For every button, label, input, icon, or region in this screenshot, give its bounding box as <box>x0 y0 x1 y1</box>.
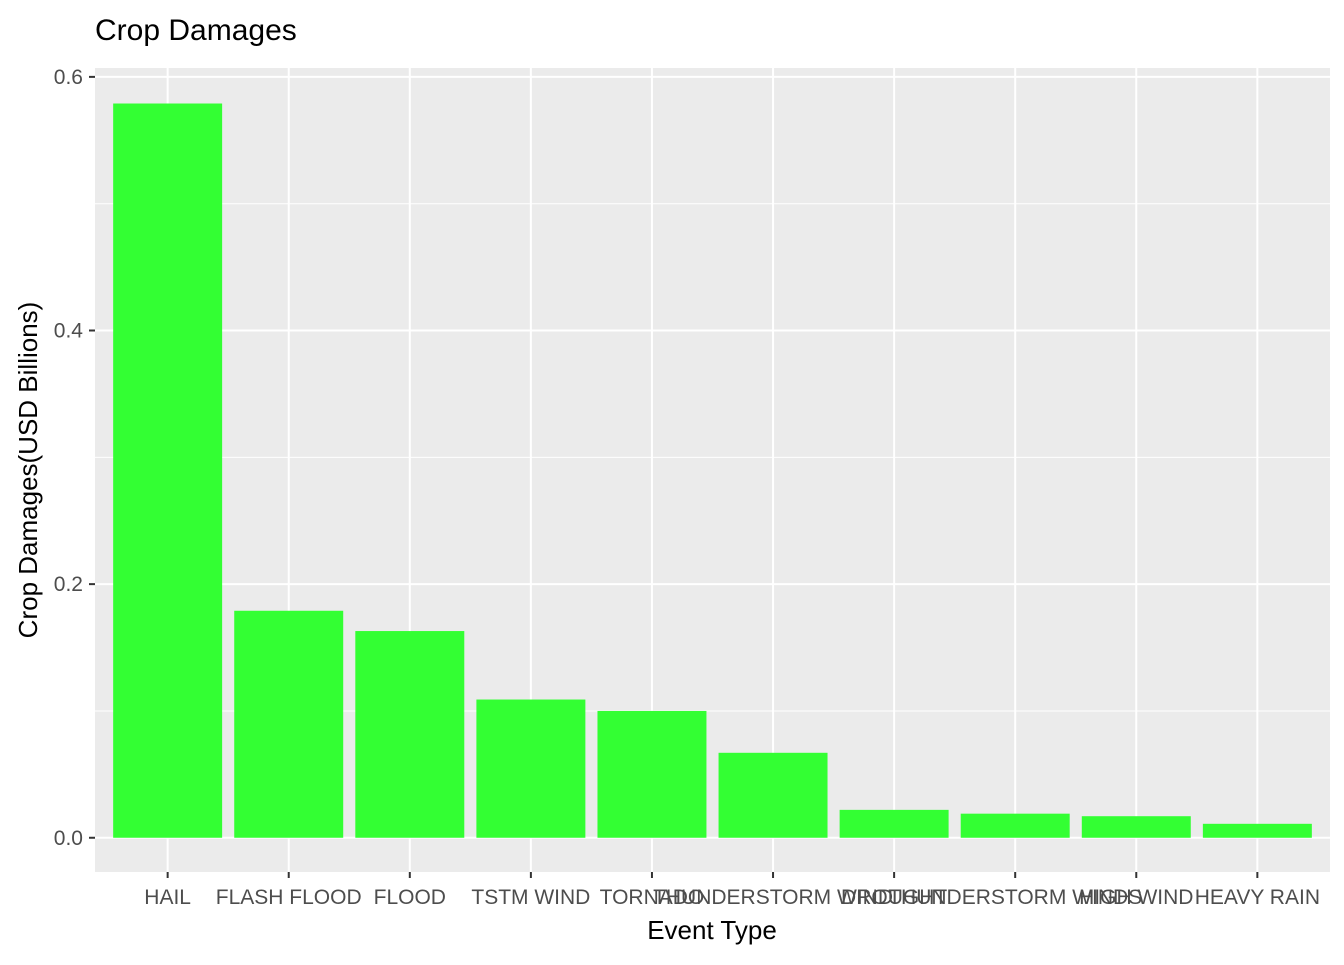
bar <box>1202 823 1312 838</box>
x-tick-label: TORNADO <box>600 886 705 909</box>
x-tick-label: FLASH FLOOD <box>216 886 362 909</box>
x-tick-label: THUNDERSTORM WINDS <box>888 886 1142 909</box>
x-tick-label: HEAVY RAIN <box>1195 886 1320 909</box>
bar <box>718 752 828 838</box>
y-tick-label: 0.0 <box>54 827 83 850</box>
bar <box>355 631 465 838</box>
bar <box>960 813 1070 838</box>
y-axis: 0.0 0.2 0.4 0.6 <box>54 66 95 850</box>
chart-title: Crop Damages <box>95 14 297 47</box>
bars <box>113 103 1312 838</box>
x-axis-title: Event Type <box>647 915 777 945</box>
x-tick-label: DROUGHT <box>841 886 947 909</box>
bar <box>1081 816 1191 838</box>
x-tick-label: TSTM WIND <box>471 886 590 909</box>
y-axis-title: Crop Damages(USD Billions) <box>13 302 43 639</box>
bar <box>113 103 223 838</box>
bar <box>597 710 707 838</box>
x-tick-label: THUNDERSTORM WIND <box>653 886 893 909</box>
x-tick-label: HIGH WIND <box>1079 886 1193 909</box>
y-tick-label: 0.6 <box>54 66 83 89</box>
bar <box>839 809 949 838</box>
bar <box>234 610 344 838</box>
y-tick-label: 0.4 <box>54 320 84 343</box>
y-tick-label: 0.2 <box>54 573 83 596</box>
bar <box>476 699 586 838</box>
x-tick-label: HAIL <box>144 886 191 909</box>
x-axis: HAIL FLASH FLOOD FLOOD TSTM WIND TORNADOTHUN… <box>144 872 1320 909</box>
x-tick-label: FLOOD <box>374 886 446 909</box>
